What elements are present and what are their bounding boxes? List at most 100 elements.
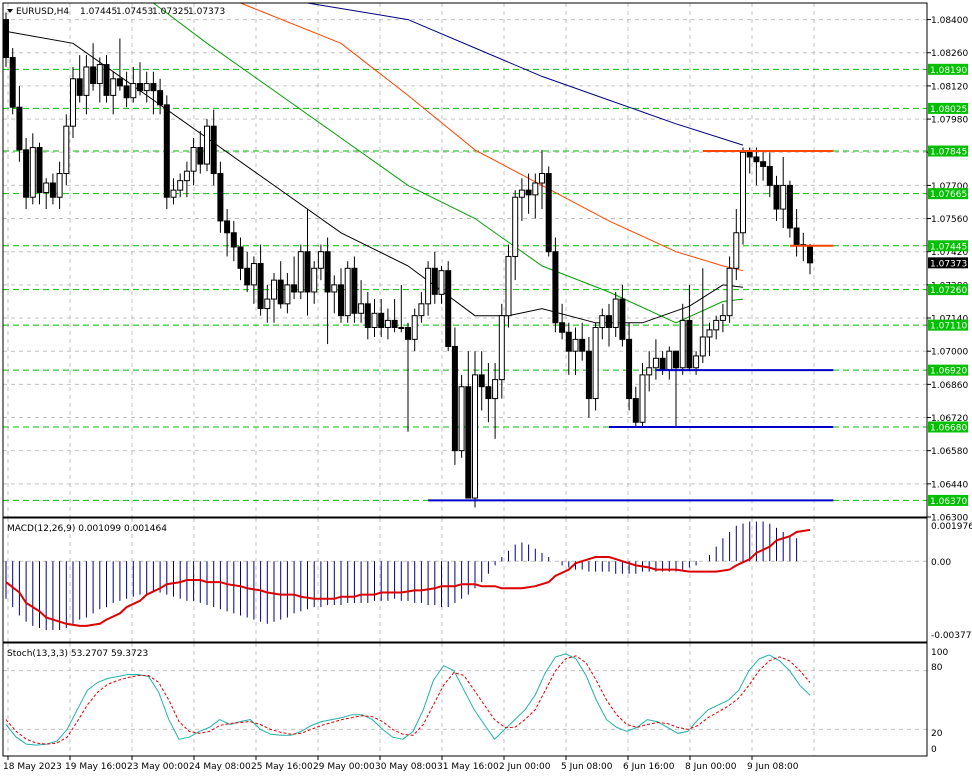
candle-body bbox=[177, 180, 184, 191]
moving-average-line bbox=[307, 2, 744, 146]
candle bbox=[652, 339, 659, 380]
candle-body bbox=[552, 251, 559, 324]
candle bbox=[123, 71, 130, 108]
candle bbox=[552, 237, 559, 333]
stoch-label: Stoch(13,3,3) 53.2707 59.3723 bbox=[7, 649, 148, 659]
candle-body bbox=[472, 374, 478, 499]
candle-body bbox=[753, 156, 760, 163]
stoch-panel-border bbox=[2, 642, 928, 757]
candle-body bbox=[512, 196, 519, 257]
candle-body bbox=[36, 146, 43, 193]
candle-body bbox=[110, 78, 117, 96]
price-tick-label: 1.06440 bbox=[931, 480, 968, 490]
candle-body bbox=[706, 329, 713, 338]
candle bbox=[384, 308, 391, 340]
level-badge-label: 1.07260 bbox=[930, 286, 967, 296]
candle-body bbox=[324, 251, 331, 293]
candle bbox=[331, 275, 338, 314]
candle-body bbox=[686, 319, 693, 369]
dropdown-triangle-icon[interactable] bbox=[7, 9, 13, 13]
candle bbox=[411, 308, 418, 352]
macd-panel-border bbox=[2, 517, 928, 643]
candle-body bbox=[405, 327, 411, 340]
candle bbox=[103, 55, 110, 103]
candle-body bbox=[358, 303, 365, 314]
candle bbox=[338, 268, 344, 323]
candle-body bbox=[210, 125, 217, 175]
candle-body bbox=[451, 345, 458, 452]
candle bbox=[472, 351, 478, 508]
time-tick-label: 2 Jun 00:00 bbox=[499, 762, 551, 772]
candle-body bbox=[297, 251, 304, 293]
candle-body bbox=[49, 182, 56, 198]
stoch-tick-100: 100 bbox=[931, 648, 948, 658]
time-tick-label: 8 Jun 00:00 bbox=[685, 762, 737, 772]
candle-body bbox=[733, 232, 740, 269]
candle bbox=[230, 220, 237, 262]
candle-body bbox=[137, 83, 143, 92]
candle-body bbox=[559, 322, 566, 333]
candle bbox=[70, 66, 76, 139]
macd-tick-bottom: -0.003777 bbox=[931, 631, 972, 641]
time-tick-label: 5 Jun 08:00 bbox=[561, 762, 613, 772]
candle-body bbox=[760, 161, 767, 167]
stoch-tick-20: 20 bbox=[931, 729, 943, 739]
candle-body bbox=[579, 338, 586, 352]
candle-body bbox=[639, 374, 646, 423]
candle bbox=[297, 244, 304, 300]
candle-body bbox=[190, 146, 197, 172]
candle bbox=[371, 299, 378, 337]
level-badges: 1.08190 1.08025 1.07845 1.07665 1.07445 1.072… bbox=[928, 63, 968, 507]
candle-body bbox=[364, 303, 371, 329]
time-tick-label: 23 May 00:00 bbox=[127, 762, 189, 772]
candle-body bbox=[170, 189, 177, 198]
price-tick-label: 1.06720 bbox=[931, 414, 968, 424]
price-tick-label: 1.06580 bbox=[931, 447, 968, 457]
candle bbox=[673, 350, 679, 427]
candle-body bbox=[163, 104, 170, 198]
candle bbox=[539, 149, 545, 210]
level-badge bbox=[928, 421, 968, 433]
candle bbox=[425, 261, 432, 316]
candle bbox=[378, 299, 385, 337]
candle bbox=[786, 180, 793, 238]
moving-average-line bbox=[153, 2, 744, 324]
candle-body bbox=[518, 189, 525, 198]
candle bbox=[445, 261, 452, 352]
candle-body bbox=[63, 125, 70, 175]
candle bbox=[431, 251, 438, 304]
candle-body bbox=[652, 357, 659, 369]
time-tick-label: 24 May 08:00 bbox=[189, 762, 251, 772]
candle-body bbox=[699, 336, 706, 357]
candle-body bbox=[384, 319, 391, 329]
candle-body bbox=[217, 173, 224, 222]
candle-body bbox=[9, 56, 16, 108]
candle-body bbox=[116, 78, 123, 87]
candle bbox=[579, 322, 586, 361]
candle bbox=[364, 291, 371, 340]
candle bbox=[505, 244, 512, 328]
candle bbox=[29, 133, 36, 205]
candle bbox=[204, 119, 210, 172]
candle-body bbox=[632, 398, 639, 423]
candle bbox=[291, 256, 298, 300]
candle-body bbox=[371, 312, 378, 329]
candle-body bbox=[130, 83, 137, 99]
support-resistance-lines bbox=[428, 150, 834, 502]
candle-body bbox=[304, 251, 311, 293]
candle bbox=[518, 178, 525, 221]
candle-body bbox=[592, 327, 599, 400]
candle bbox=[451, 327, 458, 465]
candle-body bbox=[43, 182, 50, 193]
candle-body bbox=[612, 298, 619, 329]
candle-body bbox=[277, 279, 284, 305]
candle bbox=[793, 209, 800, 257]
candle bbox=[525, 173, 532, 214]
candle bbox=[418, 291, 425, 323]
candle-body bbox=[726, 267, 733, 317]
candle-body bbox=[565, 331, 572, 352]
level-badge-label: 1.06680 bbox=[930, 423, 967, 433]
candle bbox=[143, 71, 150, 103]
candle-body bbox=[284, 284, 291, 305]
